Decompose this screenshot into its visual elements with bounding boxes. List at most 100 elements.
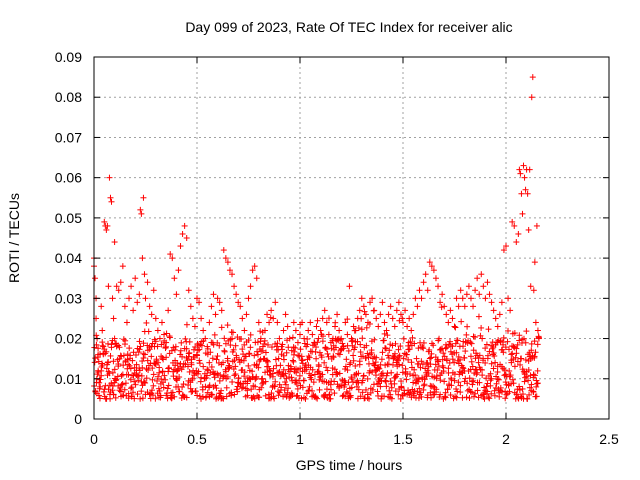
data-point (421, 375, 428, 382)
data-point (152, 338, 159, 345)
data-point (408, 327, 415, 334)
data-point (221, 335, 228, 342)
data-point (196, 357, 203, 364)
data-point (327, 339, 334, 346)
data-point (498, 299, 505, 306)
data-point (472, 390, 479, 397)
data-point (373, 315, 380, 322)
data-point (502, 395, 509, 402)
data-point (414, 303, 421, 310)
data-point (323, 386, 330, 393)
data-point (251, 352, 258, 359)
data-point (346, 393, 353, 400)
data-point (300, 377, 307, 384)
data-point (505, 327, 512, 334)
y-tick-label: 0.01 (55, 371, 82, 387)
data-point (379, 299, 386, 306)
data-point (321, 359, 328, 366)
data-point (149, 392, 156, 399)
data-point (160, 384, 167, 391)
data-point (224, 322, 231, 329)
data-point (200, 327, 207, 334)
data-point (397, 311, 404, 318)
data-point (249, 267, 256, 274)
data-point (244, 387, 251, 394)
data-point (364, 350, 371, 357)
data-point (323, 346, 330, 353)
data-point (122, 380, 129, 387)
data-point (453, 394, 460, 401)
data-point (456, 368, 463, 375)
data-point (384, 352, 391, 359)
data-point (391, 350, 398, 357)
data-point (468, 358, 475, 365)
data-point (474, 369, 481, 376)
data-point (433, 389, 440, 396)
data-point (142, 379, 149, 386)
data-point (325, 315, 332, 322)
data-point (458, 369, 465, 376)
data-point (352, 327, 359, 334)
data-point (378, 395, 385, 402)
data-point (271, 395, 278, 402)
data-point (382, 345, 389, 352)
data-point (400, 335, 407, 342)
data-point (383, 327, 390, 334)
data-point (97, 383, 104, 390)
data-point (127, 385, 134, 392)
data-point (406, 346, 413, 353)
data-point (432, 361, 439, 368)
data-point (121, 386, 128, 393)
data-point (381, 319, 388, 326)
data-point (240, 384, 247, 391)
data-point (305, 327, 312, 334)
data-point (146, 303, 153, 310)
data-point (192, 388, 199, 395)
data-point (392, 374, 399, 381)
data-point (355, 325, 362, 332)
data-point (492, 315, 499, 322)
data-point (252, 376, 259, 383)
data-point (176, 374, 183, 381)
data-point (392, 340, 399, 347)
data-point (525, 367, 532, 374)
x-tick-label: 1 (296, 431, 304, 447)
data-point (520, 162, 527, 169)
data-point (306, 354, 313, 361)
data-point (455, 353, 462, 360)
data-point (455, 303, 462, 310)
data-point (164, 385, 171, 392)
x-tick-labels: 0 0.5 1 1.5 2 2.5 (90, 431, 619, 447)
data-point (247, 344, 254, 351)
data-point (464, 380, 471, 387)
data-point (156, 335, 163, 342)
data-point (388, 384, 395, 391)
data-point (183, 321, 190, 328)
data-point (491, 352, 498, 359)
data-point (374, 388, 381, 395)
data-point (349, 342, 356, 349)
axis-ticks (93, 56, 610, 420)
data-point (132, 351, 139, 358)
data-point (385, 361, 392, 368)
data-point (249, 368, 256, 375)
y-tick-label: 0.09 (55, 49, 82, 65)
data-point (415, 378, 422, 385)
data-point (506, 388, 513, 395)
data-point (521, 174, 528, 181)
data-point (438, 304, 445, 311)
data-point (486, 348, 493, 355)
data-point (375, 323, 382, 330)
data-point (239, 346, 246, 353)
data-point (443, 356, 450, 363)
data-point (275, 355, 282, 362)
data-point (280, 356, 287, 363)
data-point (165, 382, 172, 389)
data-point (381, 393, 388, 400)
data-point (330, 354, 337, 361)
data-point (115, 287, 122, 294)
data-point (113, 376, 120, 383)
data-point (391, 323, 398, 330)
data-point (383, 383, 390, 390)
